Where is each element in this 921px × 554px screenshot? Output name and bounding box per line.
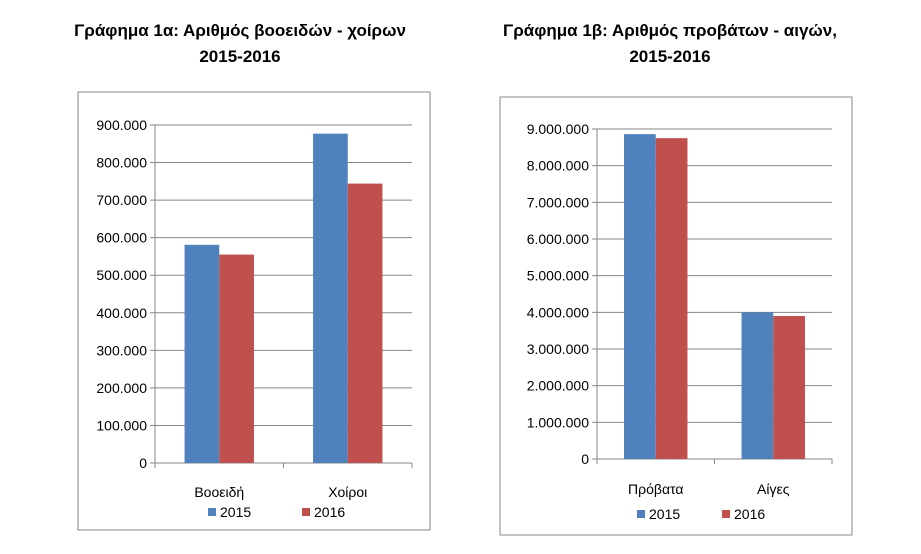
chart-1a-legend-swatch bbox=[208, 508, 216, 516]
chart-1a-bar bbox=[313, 133, 348, 464]
chart-1b-ytick-label: 7.000.000 bbox=[527, 194, 589, 210]
chart-1b-ytick-label: 0 bbox=[581, 451, 589, 467]
chart-1a-title-line1: Γράφημα 1α: Αριθμός βοοειδών - χοίρων bbox=[74, 21, 406, 40]
chart-1a-bar bbox=[184, 244, 220, 463]
chart-1a-legend-label: 2016 bbox=[314, 504, 345, 520]
chart-1b-title-line1: Γράφημα 1β: Αριθμός προβάτων - αιγών, bbox=[503, 21, 837, 40]
chart-1b-bar bbox=[741, 312, 774, 459]
chart-1b-category-label: Πρόβατα bbox=[628, 481, 683, 497]
chart-1b-title-line2: 2015-2016 bbox=[629, 47, 711, 66]
chart-1b-ytick-label: 1.000.000 bbox=[527, 414, 589, 430]
chart-1a-ytick-label: 0 bbox=[139, 455, 147, 471]
chart-1b-bar bbox=[655, 138, 688, 459]
chart-1a-category-label: Χοίροι bbox=[328, 484, 367, 500]
chart-1b-legend-swatch bbox=[637, 510, 645, 518]
chart-1b-ytick-label: 3.000.000 bbox=[527, 341, 589, 357]
chart-1a-legend-swatch bbox=[302, 508, 310, 516]
chart-1b-ytick-label: 2.000.000 bbox=[527, 378, 589, 394]
chart-1a-ytick-label: 900.000 bbox=[96, 117, 147, 133]
chart-1a-bar bbox=[347, 183, 383, 463]
chart-1a-ytick-label: 500.000 bbox=[96, 267, 147, 283]
chart-1b-ytick-label: 5.000.000 bbox=[527, 268, 589, 284]
chart-1b-category-label: Αίγες bbox=[757, 481, 790, 497]
chart-1b-title: Γράφημα 1β: Αριθμός προβάτων - αιγών, 20… bbox=[470, 18, 870, 70]
chart-1b-ytick-label: 4.000.000 bbox=[527, 304, 589, 320]
chart-1b-legend-swatch bbox=[722, 510, 730, 518]
chart-1a-ytick-label: 100.000 bbox=[96, 417, 147, 433]
chart-1a-ytick-label: 300.000 bbox=[96, 342, 147, 358]
chart-1a-legend-label: 2015 bbox=[220, 504, 251, 520]
chart-1a-ytick-label: 600.000 bbox=[96, 230, 147, 246]
chart-1a-ytick-label: 400.000 bbox=[96, 305, 147, 321]
chart-1b-bar bbox=[624, 134, 656, 459]
chart-1b-ytick-label: 9.000.000 bbox=[527, 121, 589, 137]
chart-1b-bar bbox=[773, 316, 805, 459]
chart-1a-ytick-label: 700.000 bbox=[96, 192, 147, 208]
chart-1a-category-label: Βοοειδή bbox=[194, 484, 244, 500]
chart-1a-ytick-label: 800.000 bbox=[96, 155, 147, 171]
chart-1a-title-line2: 2015-2016 bbox=[199, 47, 281, 66]
chart-1b-legend-label: 2015 bbox=[649, 506, 680, 522]
chart-1a-ytick-label: 200.000 bbox=[96, 380, 147, 396]
chart-1a-bar bbox=[219, 254, 254, 463]
chart-1b-ytick-label: 6.000.000 bbox=[527, 231, 589, 247]
chart-1a-title: Γράφημα 1α: Αριθμός βοοειδών - χοίρων 20… bbox=[40, 18, 440, 70]
chart-1b-ytick-label: 8.000.000 bbox=[527, 158, 589, 174]
chart-1b-legend-label: 2016 bbox=[734, 506, 765, 522]
